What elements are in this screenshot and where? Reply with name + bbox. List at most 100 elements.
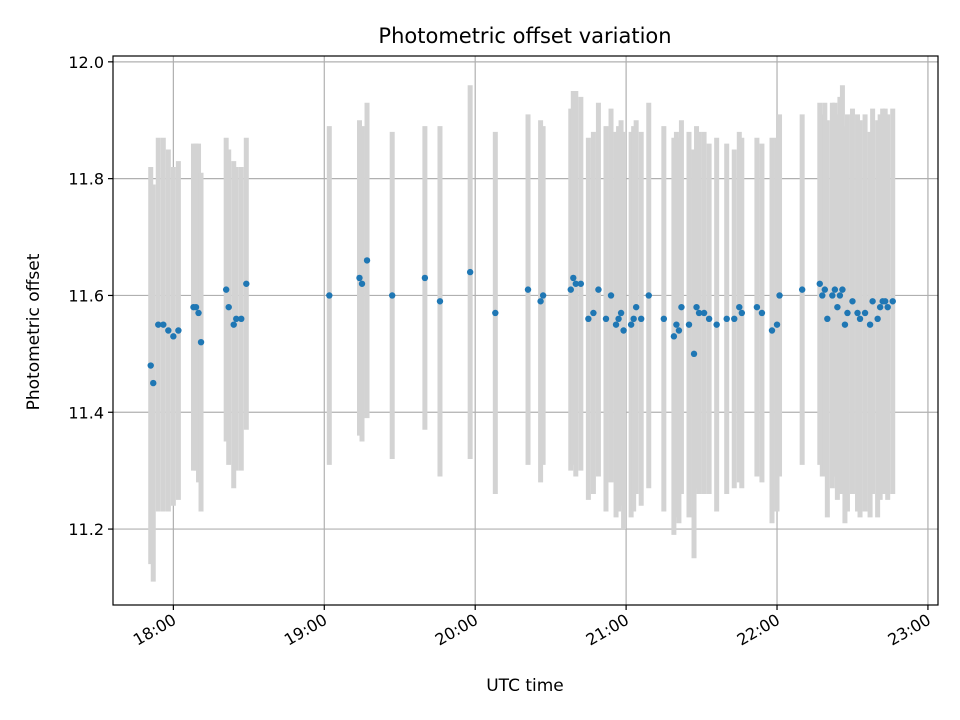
data-point (632, 303, 640, 311)
data-point (358, 280, 366, 287)
y-tick-label: 11.4 (68, 403, 104, 422)
data-point (821, 286, 829, 293)
data-point (539, 292, 547, 299)
data-point (388, 292, 396, 299)
data-point (700, 309, 708, 317)
y-axis-label: Photometric offset (24, 253, 44, 410)
data-point (175, 327, 182, 334)
data-point (630, 315, 637, 323)
data-point (829, 292, 836, 299)
data-point (685, 321, 693, 328)
data-point (874, 315, 881, 323)
data-point (197, 338, 205, 346)
data-point (524, 286, 532, 293)
data-point (854, 309, 861, 317)
data-point (466, 268, 474, 276)
data-point (147, 362, 154, 369)
data-point (866, 321, 874, 328)
y-tick-label: 11.8 (68, 170, 104, 189)
data-point (798, 286, 806, 293)
data-point (363, 257, 371, 264)
data-point (537, 298, 544, 305)
data-point (356, 274, 363, 282)
data-point (881, 298, 889, 305)
data-point (705, 315, 713, 323)
y-tick-label: 12.0 (68, 53, 104, 72)
data-point (675, 327, 683, 334)
data-point (595, 286, 602, 293)
data-point (230, 321, 237, 328)
data-point (889, 298, 896, 305)
y-tick-label: 11.2 (68, 520, 104, 539)
data-point (824, 315, 831, 323)
data-point (773, 321, 781, 328)
data-point (195, 309, 202, 317)
data-point (731, 315, 738, 323)
data-point (570, 274, 577, 282)
data-point (638, 315, 645, 323)
data-point (615, 315, 622, 323)
data-point (238, 315, 245, 323)
data-point (243, 280, 250, 287)
data-point (150, 379, 157, 387)
chart-title: Photometric offset variation (378, 24, 671, 48)
data-points (147, 257, 896, 387)
data-point (869, 298, 876, 305)
data-point (165, 327, 172, 334)
data-point (861, 309, 869, 317)
data-point (678, 303, 685, 311)
data-point (884, 303, 891, 311)
data-point (849, 298, 856, 305)
data-point (856, 315, 864, 323)
y-axis-ticks: 11.2 11.4 11.6 11.8 12.0 (68, 53, 113, 539)
data-point (768, 327, 776, 334)
data-point (670, 333, 678, 340)
data-point (695, 309, 703, 317)
data-point (492, 309, 499, 317)
data-point (617, 309, 625, 317)
data-point (572, 280, 580, 287)
data-point (690, 350, 698, 358)
data-point (693, 303, 700, 311)
data-point (738, 309, 746, 317)
data-point (155, 321, 162, 328)
data-point (819, 292, 826, 299)
data-point (233, 315, 240, 323)
data-point (225, 303, 232, 311)
data-point (645, 292, 652, 299)
data-point (876, 303, 884, 311)
y-tick-label: 11.6 (68, 286, 104, 305)
data-point (660, 315, 668, 323)
data-point (326, 292, 333, 299)
data-point (816, 280, 823, 287)
data-point (723, 315, 730, 323)
data-point (567, 286, 574, 293)
data-point (620, 327, 627, 334)
data-point (585, 315, 592, 323)
data-point (758, 309, 766, 317)
data-point (170, 333, 177, 340)
data-point (844, 309, 851, 317)
data-point (160, 321, 167, 328)
data-point (602, 315, 610, 323)
data-point (436, 298, 444, 305)
data-point (590, 309, 597, 317)
data-point (222, 286, 230, 293)
data-point (421, 274, 429, 282)
data-point (736, 303, 743, 311)
data-point (831, 286, 839, 293)
data-point (192, 303, 200, 311)
data-point (836, 292, 844, 299)
data-point (834, 303, 841, 311)
x-axis-label: UTC time (486, 676, 564, 696)
plot-frame (112, 55, 939, 606)
data-point (577, 280, 585, 287)
data-point (776, 292, 783, 299)
data-point (612, 321, 620, 328)
data-point (673, 321, 680, 328)
data-point (607, 292, 615, 299)
data-point (839, 286, 846, 293)
data-point (753, 303, 761, 311)
